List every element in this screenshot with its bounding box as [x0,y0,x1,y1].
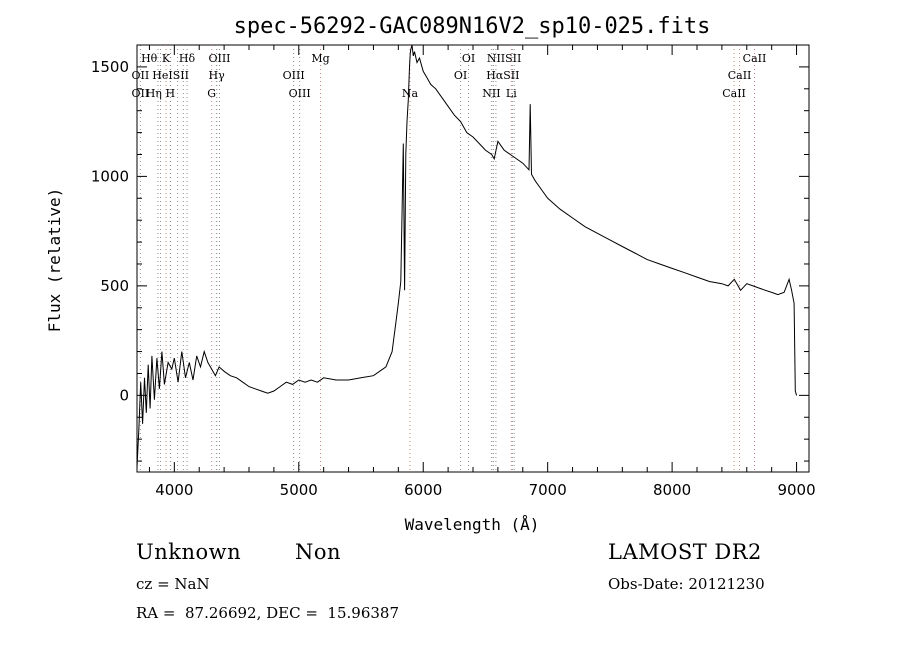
spectral-line-label: HeISII [152,69,189,82]
spectral-line-label: Hγ [209,69,226,82]
object-subclass: Non [295,540,342,564]
spectral-line-labels: Hθ K Hδ OIII Mg OI NIISII CaII OII HeISII Hγ OIII OI… [132,52,767,100]
spectral-line-label: H [166,87,176,100]
x-tick-label: 6000 [404,481,442,499]
spectral-line-label: OI [454,69,467,82]
x-axis-label: Wavelength (Å) [405,515,540,534]
spectral-line-label: Hδ [179,52,196,65]
x-tick-label: 9000 [777,481,815,499]
plot-frame [136,44,810,473]
x-tick-label: 5000 [280,481,318,499]
x-tick-label: 8000 [653,481,691,499]
spectral-line-label: Na [402,87,419,100]
spectral-line-label: CaII [722,87,746,100]
spectral-line-label: Hη [146,87,162,100]
spectral-line-label: OIII [208,52,230,65]
spectrum-line [136,44,798,468]
y-tick-label: 1000 [91,167,129,185]
spectral-line-label: CaII [743,52,767,65]
chart-title: spec-56292-GAC089N16V2_sp10-025.fits [234,14,711,39]
redshift-cz: cz = NaN [136,575,210,593]
spectral-line-label: OII [132,87,150,100]
y-axis: 0 500 1000 1500 [91,44,809,462]
spectral-line-label: OII [132,69,150,82]
spectral-line-label: OI [462,52,475,65]
y-tick-label: 1500 [91,58,129,76]
coordinates: RA = 87.26692, DEC = 15.96387 [136,604,400,622]
spectral-line-label: G [207,87,216,100]
spectral-line-label: OIII [289,87,311,100]
spectral-line-markers [139,45,755,472]
spectral-line-label: Hθ [141,52,158,65]
spectral-line-label: K [162,52,171,65]
spectral-line-label: OIII [283,69,305,82]
spectral-line-label: CaII [728,69,752,82]
spectral-line-label: Li [506,87,517,100]
observation-date: Obs-Date: 20121230 [608,575,765,593]
spectral-line-label: HαSII [486,69,519,82]
y-axis-label: Flux (relative) [45,188,64,333]
x-tick-label: 7000 [529,481,567,499]
object-class: Unknown [136,540,242,564]
x-tick-label: 4000 [155,481,193,499]
y-tick-label: 0 [119,386,129,404]
spectral-line-label: NIISII [487,52,522,65]
spectral-line-label: NII [482,87,500,100]
x-axis: 4000 5000 6000 7000 8000 9000 [148,45,816,499]
y-tick-label: 500 [100,277,129,295]
survey-name: LAMOST DR2 [608,540,762,564]
spectral-line-label: Mg [311,52,329,65]
